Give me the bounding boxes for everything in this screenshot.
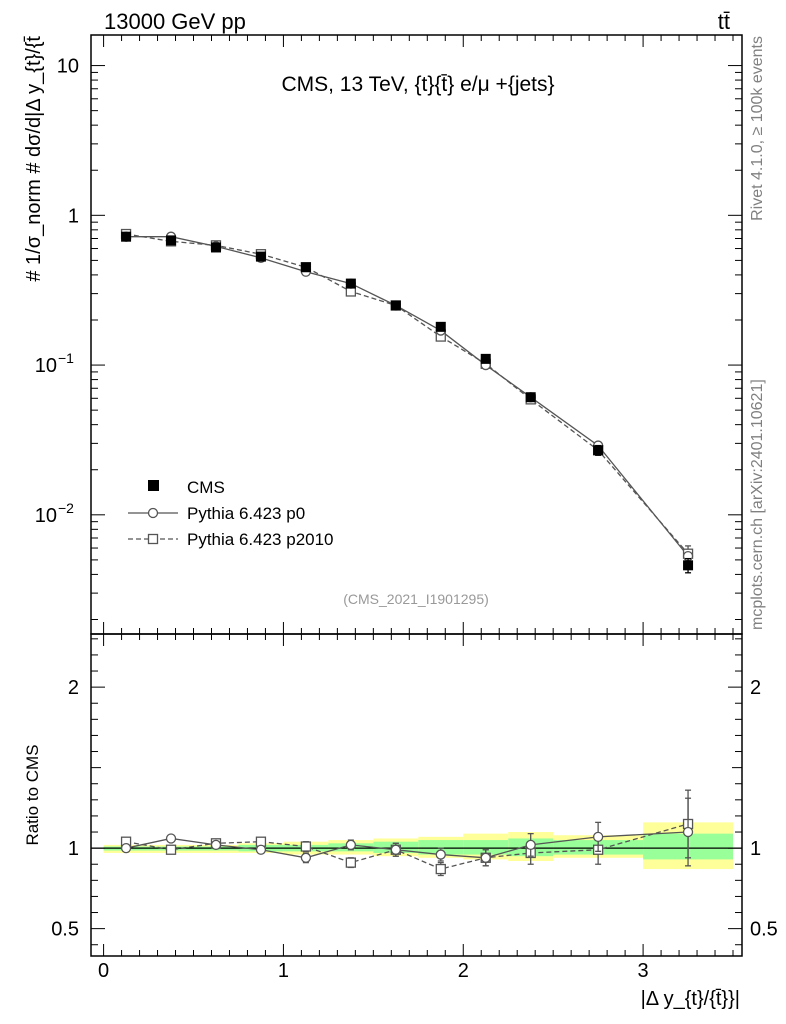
ratio-panel-frame	[90, 633, 743, 957]
analysis-id: (CMS_2021_I1901295)	[343, 591, 489, 607]
legend-marker-cms	[148, 480, 159, 491]
ratio-point-p0	[390, 844, 401, 855]
main-series	[120, 228, 694, 574]
series-line-p0	[126, 236, 689, 557]
chart-title: CMS, 13 TeV, {t}{t̄} e/μ +{jets}	[281, 73, 554, 96]
y-tick-label-ratio-right: 0.5	[750, 919, 778, 941]
point-cms	[255, 251, 266, 262]
legend-label-p2010: Pythia 6.423 p2010	[187, 530, 334, 549]
legend-label-p0: Pythia 6.423 p0	[187, 504, 305, 523]
ratio-line-p0	[125, 831, 689, 859]
ratio-point-p0	[592, 831, 604, 843]
point-cms	[435, 321, 446, 332]
y-tick-label-ratio: 1	[68, 838, 79, 860]
ratio-point-p2010	[300, 841, 312, 852]
point-cms	[166, 235, 177, 246]
ratio-series	[120, 789, 694, 877]
legend-marker-p0	[147, 507, 159, 519]
point-cms	[683, 560, 694, 571]
rivet-label: Rivet 4.1.0, ≥ 100k events	[749, 36, 766, 221]
x-axis-label: |Δ y_{t}/{t̄}}|	[641, 988, 740, 1010]
ratio-band-green	[463, 840, 509, 855]
ratio-point-p0	[525, 839, 536, 851]
ratio-point-p0	[300, 852, 312, 863]
legend-label-cms: CMS	[187, 478, 225, 497]
point-cms	[121, 231, 132, 242]
point-cms	[525, 392, 536, 403]
legend-marker-p2010	[147, 533, 159, 545]
y-axis-label-main: # 1/σ_norm # dσ/d|Δ y_{t}/{t̄	[23, 36, 45, 282]
x-tick-label: 1	[278, 960, 289, 982]
legend: CMS Pythia 6.423 p0 Pythia 6.423 p2010	[128, 478, 334, 549]
point-cms	[593, 445, 604, 456]
ratio-point-p0	[435, 849, 446, 860]
y-tick-label-main-exponent: −2	[58, 500, 74, 516]
ratio-point-p2010	[345, 857, 357, 868]
x-tick-label: 3	[638, 960, 649, 982]
point-cms	[300, 262, 311, 273]
y-axis-label-ratio: Ratio to CMS	[23, 744, 42, 845]
y-tick-label-main: 10	[57, 56, 79, 78]
x-tick-label: 2	[458, 960, 469, 982]
point-cms	[345, 278, 356, 289]
ratio-point-p0	[255, 844, 267, 855]
ratio-point-p0	[682, 826, 694, 838]
beam-label: 13000 GeV pp	[104, 9, 246, 34]
ratio-point-p0	[165, 833, 177, 844]
process-label: tt̄	[718, 9, 730, 34]
y-tick-label-ratio-right: 1	[750, 838, 761, 860]
ratio-uncertainty-bands	[91, 822, 742, 870]
ratio-point-p0	[345, 839, 357, 851]
ratio-point-p0	[120, 842, 132, 854]
point-cms	[480, 353, 491, 364]
mcplots-label: mcplots.cern.ch [arXiv:2401.10621]	[749, 379, 766, 630]
y-tick-label-ratio: 0.5	[51, 919, 79, 941]
ratio-point-p0	[210, 839, 222, 851]
y-tick-label-main-exponent: −1	[58, 350, 74, 366]
ratio-band-green	[418, 840, 464, 855]
point-cms	[210, 242, 221, 253]
y-tick-label-main: 1	[68, 205, 79, 227]
ratio-point-p2010	[435, 863, 446, 875]
y-tick-label-ratio-right: 2	[750, 677, 761, 699]
ratio-point-p2010	[165, 844, 177, 855]
point-cms	[390, 300, 401, 311]
y-tick-label-main: 10	[35, 505, 57, 527]
y-tick-label-main: 10	[35, 355, 57, 377]
ratio-point-p0	[480, 852, 491, 863]
y-tick-label-ratio: 2	[68, 677, 79, 699]
x-tick-label: 0	[98, 960, 109, 982]
